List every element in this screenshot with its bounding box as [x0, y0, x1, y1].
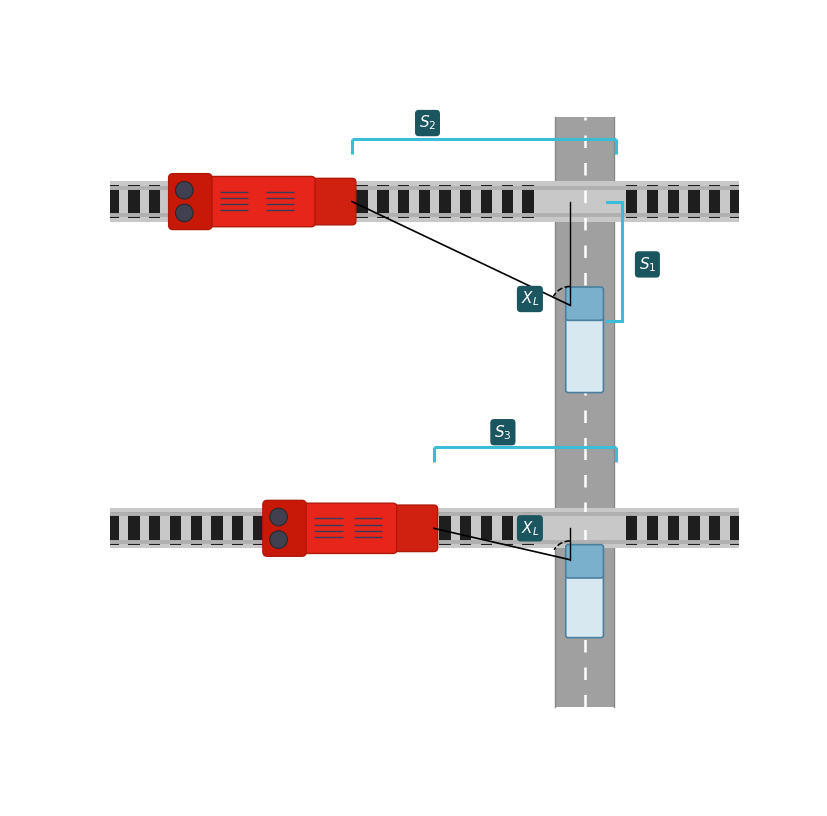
Bar [149, 512, 160, 544]
Bar [708, 512, 719, 544]
Bar [170, 185, 181, 218]
Bar [501, 185, 512, 218]
Text: $X_{L}$: $X_{L}$ [520, 519, 538, 538]
Bar [314, 512, 326, 544]
FancyBboxPatch shape [389, 505, 437, 552]
Bar [625, 185, 637, 218]
FancyBboxPatch shape [203, 176, 314, 227]
Bar [460, 512, 471, 544]
Bar [356, 185, 367, 218]
Bar [460, 185, 471, 218]
Bar [554, 117, 614, 450]
FancyBboxPatch shape [565, 315, 603, 392]
Bar [729, 185, 740, 218]
Bar [667, 185, 678, 218]
Bar [554, 450, 614, 707]
Text: $S_{3}$: $S_{3}$ [494, 423, 511, 441]
FancyBboxPatch shape [565, 573, 603, 637]
FancyBboxPatch shape [565, 544, 603, 578]
Bar [252, 185, 264, 218]
Bar [377, 185, 388, 218]
Bar [625, 512, 637, 544]
Bar [294, 185, 305, 218]
Bar [190, 185, 202, 218]
Text: $S_{1}$: $S_{1}$ [638, 255, 655, 274]
Bar [273, 185, 284, 218]
Bar [108, 185, 119, 218]
Bar [418, 512, 429, 544]
Text: $X_{L}$: $X_{L}$ [520, 290, 538, 308]
Bar [128, 512, 140, 544]
FancyBboxPatch shape [565, 287, 603, 321]
FancyBboxPatch shape [307, 179, 356, 225]
Bar [480, 185, 491, 218]
Bar [110, 181, 738, 222]
Bar [708, 185, 719, 218]
Bar [667, 512, 678, 544]
Bar [377, 512, 388, 544]
FancyBboxPatch shape [262, 500, 306, 557]
Bar [687, 185, 699, 218]
Text: $S_{2}$: $S_{2}$ [418, 113, 436, 132]
Bar [646, 185, 657, 218]
Bar [110, 508, 738, 548]
Bar [356, 512, 367, 544]
Bar [398, 512, 409, 544]
Bar [398, 185, 409, 218]
Circle shape [270, 508, 287, 526]
Bar [294, 512, 305, 544]
Bar [480, 512, 491, 544]
FancyBboxPatch shape [298, 503, 396, 553]
Bar [314, 185, 326, 218]
Circle shape [175, 181, 193, 199]
Bar [687, 512, 699, 544]
Bar [439, 512, 450, 544]
Bar [336, 185, 347, 218]
Bar [336, 512, 347, 544]
Circle shape [175, 204, 193, 222]
Bar [273, 512, 284, 544]
Bar [729, 512, 740, 544]
Bar [211, 185, 222, 218]
FancyBboxPatch shape [169, 174, 212, 229]
Bar [128, 185, 140, 218]
Bar [108, 512, 119, 544]
Bar [501, 512, 512, 544]
Bar [439, 185, 450, 218]
Bar [170, 512, 181, 544]
Bar [252, 512, 264, 544]
Bar [522, 512, 533, 544]
Bar [190, 512, 202, 544]
Bar [646, 512, 657, 544]
Bar [232, 512, 243, 544]
Bar [418, 185, 429, 218]
Bar [232, 185, 243, 218]
Bar [149, 185, 160, 218]
Circle shape [270, 531, 287, 548]
Bar [522, 185, 533, 218]
Bar [211, 512, 222, 544]
